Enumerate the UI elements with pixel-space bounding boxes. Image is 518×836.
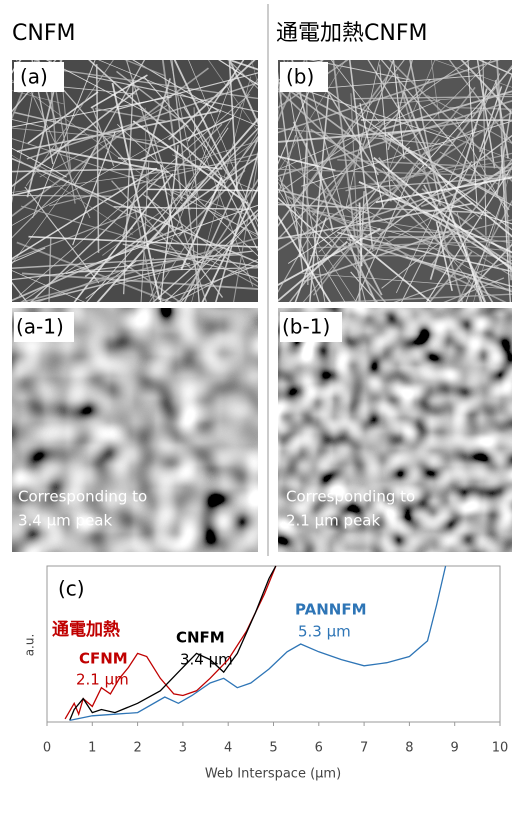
plot-frame <box>47 566 500 722</box>
caption: 3.4 µm peak <box>18 512 112 530</box>
x-tick-label: 3 <box>179 741 187 756</box>
x-tick-label: 8 <box>405 741 413 756</box>
series-line <box>70 566 446 720</box>
x-axis-label: Web Interspace (µm) <box>205 767 341 782</box>
y-axis-label: a.u. <box>23 634 37 657</box>
x-tick-label: 10 <box>492 741 509 756</box>
series-line <box>65 566 276 719</box>
annotation: CNFM <box>176 629 225 647</box>
panel-label: (a) <box>20 65 48 89</box>
annotation: PANNFM <box>295 601 367 619</box>
panel-label: (a-1) <box>16 315 64 339</box>
figure: CNFM 通電加熱CNFM (a) (b) (a-1) (b-1) Corres… <box>0 0 518 836</box>
header-left: CNFM <box>12 21 75 46</box>
annotation: CFNM <box>79 650 128 668</box>
annotation: 通電加熱 <box>52 619 120 640</box>
x-tick-label: 7 <box>360 741 368 756</box>
x-tick-label: 1 <box>88 741 96 756</box>
header-right: 通電加熱CNFM <box>276 21 427 46</box>
annotation: 5.3 µm <box>298 623 351 641</box>
x-tick-label: 2 <box>133 741 141 756</box>
x-tick-label: 4 <box>224 741 232 756</box>
x-tick-label: 5 <box>269 741 277 756</box>
series-line <box>70 566 276 720</box>
annotation: 3.4 µm <box>180 651 233 669</box>
caption: 2.1 µm peak <box>286 512 380 530</box>
panel-label: (b) <box>286 65 314 89</box>
caption: Corresponding to <box>286 488 415 506</box>
x-tick-label: 6 <box>315 741 323 756</box>
panel-label: (c) <box>58 577 85 601</box>
x-tick-label: 0 <box>43 741 51 756</box>
x-tick-label: 9 <box>451 741 459 756</box>
caption: Corresponding to <box>18 488 147 506</box>
panel-label: (b-1) <box>282 315 330 339</box>
annotation: 2.1 µm <box>76 671 129 689</box>
